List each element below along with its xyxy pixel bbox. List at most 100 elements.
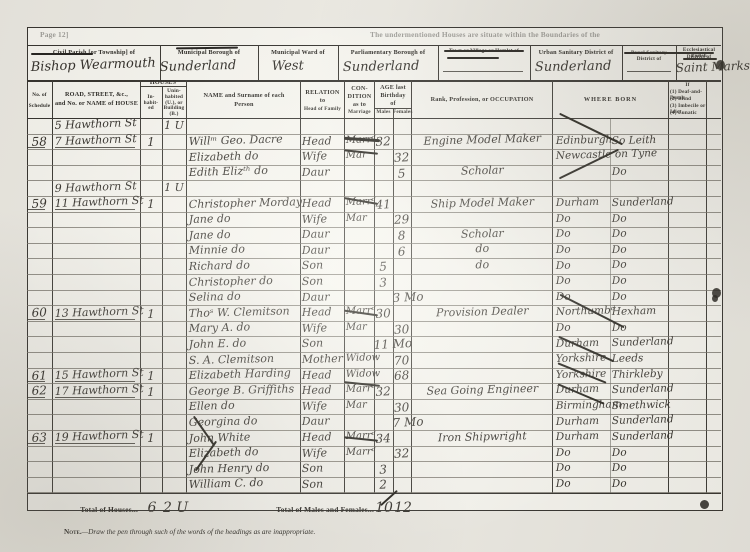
divider (706, 80, 707, 118)
col-header-relation-2: to (319, 97, 326, 104)
row-divider (27, 367, 721, 369)
cell-age_f: 29 (393, 211, 410, 227)
row-divider (27, 258, 721, 260)
divider (552, 80, 553, 118)
handwriting-underline (27, 209, 45, 211)
cell-name: Willᵐ Geo. Dacre (188, 132, 283, 148)
row-divider (27, 227, 721, 229)
cell-inhabited: 1 (147, 134, 155, 149)
cell-name: Georgina do (188, 413, 258, 429)
strikeout-rural-sanitary (624, 52, 714, 55)
col-header-relation-3: Head of Family (303, 106, 342, 112)
cell-born1: Do (555, 446, 571, 460)
cell-born2: Sunderland (611, 195, 674, 210)
cell-born2: Do (611, 166, 627, 179)
rule-line (443, 71, 523, 72)
col-header-infirmity-4: (4) Lunatic (670, 110, 697, 116)
col-header-infirmity-3: (3) Imbecile or Idiot (670, 103, 706, 115)
cell-name: Christopher do (188, 273, 274, 289)
cell-born1: Durham (555, 429, 600, 444)
cell-name: George B. Griffiths (188, 382, 295, 398)
cell-born2: Smethwick (611, 398, 671, 413)
col-header-road-2: and No. or NAME of HOUSE (54, 100, 139, 107)
row-divider (27, 336, 721, 338)
col-header-age-females: Females (393, 109, 413, 115)
rule-line (627, 71, 671, 72)
row-divider (27, 211, 721, 213)
cell-born2: Sunderland (611, 382, 674, 397)
handwriting-underline (55, 147, 135, 148)
col-header-schedule-2: Schedule (28, 103, 51, 109)
handwriting-underline (55, 381, 135, 382)
cell-age_m: 2 (378, 476, 388, 492)
row-divider (27, 445, 721, 447)
cell-relation: Head (301, 383, 332, 398)
cell-relation: Head (301, 368, 332, 383)
handwriting-underline (27, 318, 45, 320)
cell-born2: Do (611, 478, 627, 491)
cell-inhabited: 1 (147, 430, 155, 445)
cell-born1: Do (555, 212, 571, 226)
strikeout-hamlet (447, 57, 499, 60)
ink-blot (712, 288, 721, 298)
cell-condition: Mar (345, 321, 367, 334)
ink-blot (700, 500, 709, 509)
cell-age_f: 32 (393, 149, 410, 165)
row-divider (27, 289, 721, 291)
row-divider (27, 398, 721, 400)
col-header-age-3: of (390, 100, 396, 107)
cell-born2: Do (611, 291, 627, 304)
cell-born1: Do (555, 243, 571, 257)
cell-relation: Head (301, 134, 332, 149)
cell-age_m: 34 (375, 430, 392, 446)
col-header-houses-inhabited: In-habit-ed (143, 94, 159, 112)
col-header-age-2: Birthday (380, 92, 406, 99)
cell-age_m: 5 (378, 259, 388, 274)
cell-condition: Widow (345, 352, 381, 365)
divider (258, 45, 259, 80)
cell-born1: Do (555, 274, 571, 288)
col-header-age-males: Males (376, 109, 391, 115)
cell-relation: Mother (301, 352, 344, 367)
cell-name: Mary A. do (188, 319, 251, 335)
cell-born2: Sunderland (611, 335, 674, 350)
cell-relation: Wife (301, 446, 328, 461)
cell-age_m: 11 Mo (373, 336, 412, 352)
cell-relation: Daur (301, 243, 330, 258)
cell-name: Edith Elizᵗʰ do (188, 163, 269, 179)
cell-relation: Son (301, 477, 324, 492)
cell-age_f: 30 (393, 399, 410, 415)
row-divider (27, 476, 721, 478)
district-value-municipal-borough: Sunderland (159, 58, 237, 75)
handwriting-underline (27, 443, 45, 445)
row-divider (27, 305, 721, 307)
cell-age_f: 70 (393, 352, 410, 368)
cell-relation: Wife (301, 321, 328, 336)
cell-uninhabited: 1 U (164, 181, 184, 195)
cell-born2: Do (611, 322, 627, 335)
district-label-municipal-ward: Municipal Ward of (271, 49, 325, 56)
cell-name: Elizabeth do (188, 149, 259, 164)
divider (300, 80, 301, 118)
cell-relation: Son (301, 461, 324, 476)
divider (668, 80, 669, 118)
cell-born2: Sunderland (611, 429, 674, 444)
cell-age_f: 68 (393, 367, 410, 383)
totals-females: 12 (394, 500, 412, 516)
district-label-municipal-borough: Municipal Borough of (177, 49, 241, 56)
col-header-name-2: Person (234, 101, 254, 108)
cell-age_f: 6 (397, 243, 406, 259)
cell-condition: Marrᵈ (345, 446, 376, 459)
cell-relation: Son (301, 336, 324, 351)
cell-name: John Henry do (188, 460, 270, 476)
handwriting-underline (55, 209, 135, 211)
cell-born1: Do (555, 259, 571, 273)
cell-age_m: 3 (378, 462, 388, 477)
divider (140, 80, 141, 118)
cell-born2: So Leith (611, 134, 657, 148)
cell-born2: Leeds (611, 352, 644, 366)
district-label-ecclesiastical-district: District of (686, 54, 712, 60)
cell-name: S. A. Clemitson (188, 351, 275, 367)
handwriting-underline (55, 443, 135, 445)
cell-born2: Hexham (611, 305, 657, 319)
